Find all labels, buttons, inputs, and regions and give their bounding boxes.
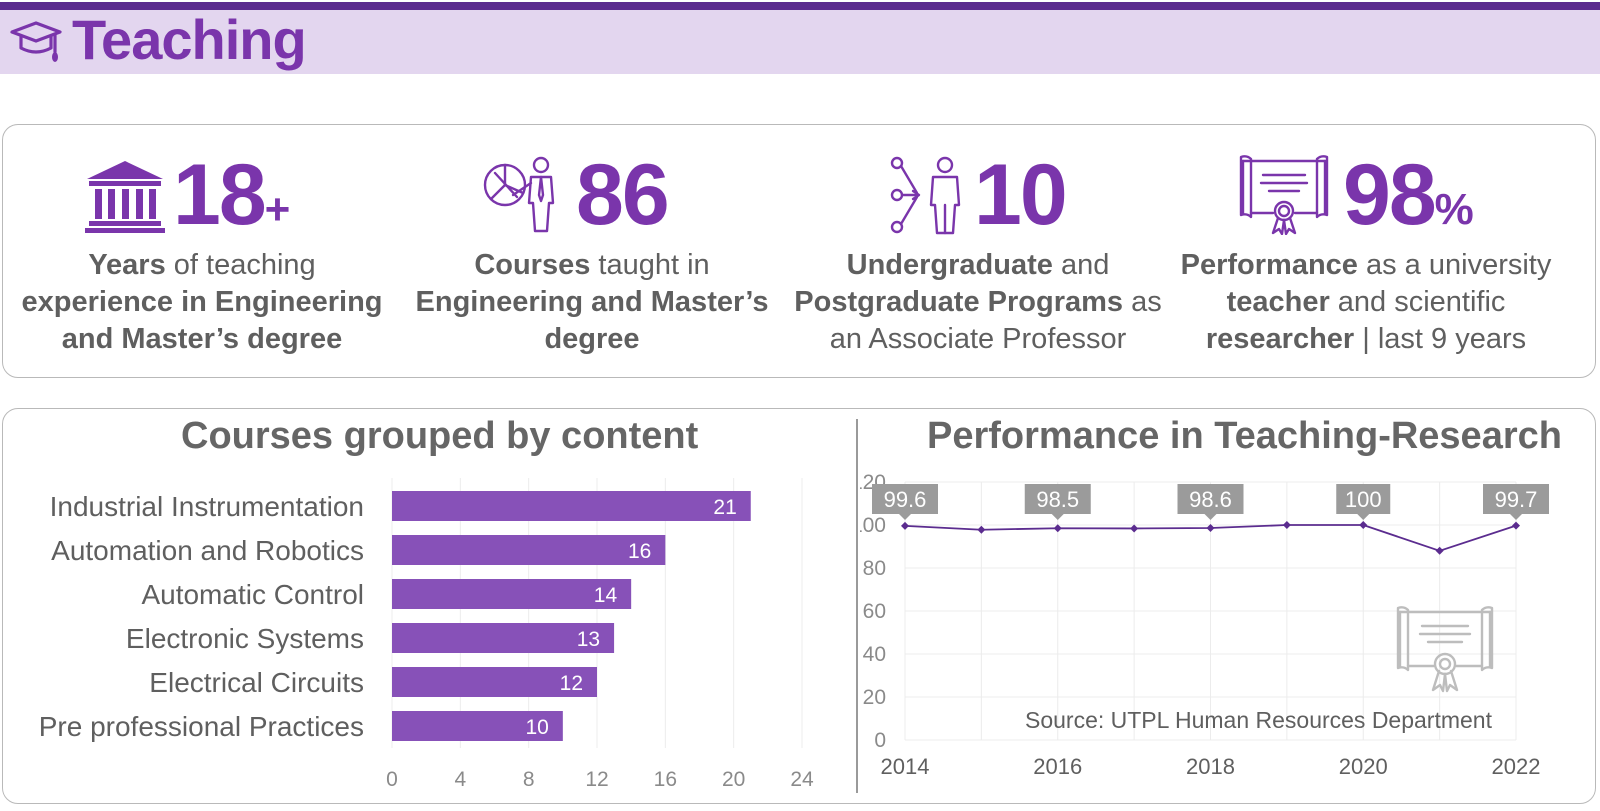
bar-chart: 0 4 8 12 16 20 24 Industrial Instrumentation 21 A… (39, 478, 814, 791)
line-data-callout (1336, 484, 1391, 514)
bar (392, 711, 563, 741)
stat-programs-caption: Undergraduate and Postgraduate Programs … (794, 249, 1162, 355)
line-y-tick-label: 100 (860, 514, 886, 537)
certificate-watermark-stroke (1396, 606, 1410, 672)
header-top-rule (0, 2, 1600, 10)
line-y-tick-label: 0 (874, 729, 886, 752)
stat-performance-caption: Performance as a university teacher and … (1180, 249, 1552, 355)
stat-programs: 10 Undergraduate and Postgraduate Progra… (779, 125, 1177, 379)
certificate-watermark-seal-inner (1438, 657, 1452, 671)
line-point (1512, 521, 1520, 530)
bar-category-label: Automation and Robotics (51, 535, 364, 566)
university-building-icon (85, 161, 165, 233)
header-band (0, 10, 1600, 74)
line-x-tick-label: 2020 (1339, 754, 1388, 779)
line-data-label: 99.7 (1495, 487, 1538, 512)
bar (392, 579, 632, 609)
presentation-chart-icon (483, 156, 555, 233)
line-point (977, 525, 986, 534)
stat-years: 18+ Years of teaching experience in Engi… (3, 125, 401, 379)
line-x-tick-label: 2018 (1186, 754, 1235, 779)
graduation-cap-icon (10, 21, 62, 62)
line-data-label: 100 (1345, 487, 1382, 512)
line-x-tick-label: 2022 (1492, 754, 1541, 779)
line-data-callout (1483, 484, 1549, 514)
bar (392, 667, 597, 697)
network-person-icon (890, 156, 961, 235)
charts-divider (856, 419, 858, 793)
line-y-tick-label: 40 (863, 643, 886, 666)
certificate-watermark-seal (1433, 652, 1457, 676)
line-y-tick-label: 80 (863, 557, 886, 580)
certificate-watermark-stroke (1480, 606, 1494, 672)
line-point (1435, 546, 1444, 555)
line-data-label: 98.5 (1036, 487, 1079, 512)
stat-performance-value: 98% (1343, 147, 1474, 243)
certificate-icon (1239, 155, 1329, 235)
line-data-callout-pointer (1204, 514, 1217, 520)
stat-years-caption: Years of teaching experience in Engineer… (21, 249, 383, 355)
bar-category-label: Industrial Instrumentation (50, 491, 364, 522)
line-data-label: 99.6 (884, 487, 927, 512)
line-data-callout (1024, 484, 1091, 514)
line-source-annotation: Source: UTPL Human Resources Department (1025, 707, 1493, 733)
bar-value-label: 12 (560, 672, 583, 695)
charts-panel: Courses grouped by content Performance i… (2, 408, 1596, 804)
line-data-callout-pointer (899, 514, 911, 520)
stat-years-value: 18+ (173, 147, 291, 243)
bar-value-label: 13 (577, 628, 600, 651)
line-y-tick-label: 20 (863, 686, 886, 709)
bar-category-label: Electronic Systems (126, 623, 364, 654)
certificate-watermark-stroke (1431, 669, 1447, 693)
line-y-tick-label: 60 (863, 600, 886, 623)
line-point (1282, 521, 1291, 529)
stat-programs-value: 10 (974, 147, 1068, 243)
stat-courses-caption: Courses taught in Engineering and Master… (415, 249, 769, 355)
line-data-callout-pointer (1357, 514, 1370, 520)
bar-category-label: Automatic Control (141, 579, 364, 610)
bar-value-label: 16 (628, 540, 651, 563)
line-data-callout-pointer (1051, 514, 1064, 520)
line-point (1053, 524, 1062, 533)
line-data-label: 98.6 (1189, 487, 1232, 512)
bar-category-label: Pre professional Practices (39, 711, 364, 742)
line-data-callout (872, 484, 938, 514)
bar-value-label: 21 (713, 496, 736, 519)
bar-value-label: 10 (525, 716, 548, 739)
bar (392, 491, 751, 521)
bar-x-tick-label: 16 (654, 768, 677, 791)
bar-category-label: Electrical Circuits (149, 667, 364, 698)
line-chart-title: Performance in Teaching-Research (927, 415, 1562, 457)
bar-value-label: 14 (594, 584, 618, 607)
line-x-tick-label: 2016 (1033, 754, 1082, 779)
line-data-callout (1177, 484, 1244, 514)
bar-x-tick-label: 8 (523, 768, 535, 791)
bar-x-tick-label: 4 (454, 768, 466, 791)
stat-performance: 98% Performance as a university teacher … (1167, 125, 1565, 379)
line-chart: 02040608010012020142016201820202022Sourc… (860, 471, 1549, 779)
stat-courses-value: 86 (576, 147, 670, 243)
line-point (1130, 524, 1139, 533)
bar-chart-title: Courses grouped by content (181, 415, 699, 457)
bar-x-tick-label: 24 (790, 768, 814, 791)
certificate-watermark-icon (1396, 606, 1494, 693)
line-point (1206, 524, 1215, 533)
bar-x-tick-label: 20 (722, 768, 745, 791)
bar-x-tick-label: 12 (585, 768, 608, 791)
bar (392, 535, 666, 565)
page-title: Teaching (72, 8, 307, 71)
bar (392, 623, 615, 653)
line-x-tick-label: 2014 (881, 754, 930, 779)
stat-courses: 86 Courses taught in Engineering and Mas… (393, 125, 791, 379)
line-point (1359, 521, 1368, 529)
bar-x-tick-label: 0 (386, 768, 398, 791)
stats-panel: 18+ Years of teaching experience in Engi… (2, 124, 1596, 378)
certificate-watermark-stroke (1443, 669, 1459, 693)
line-point (901, 521, 909, 530)
line-data-callout-pointer (1510, 514, 1522, 520)
